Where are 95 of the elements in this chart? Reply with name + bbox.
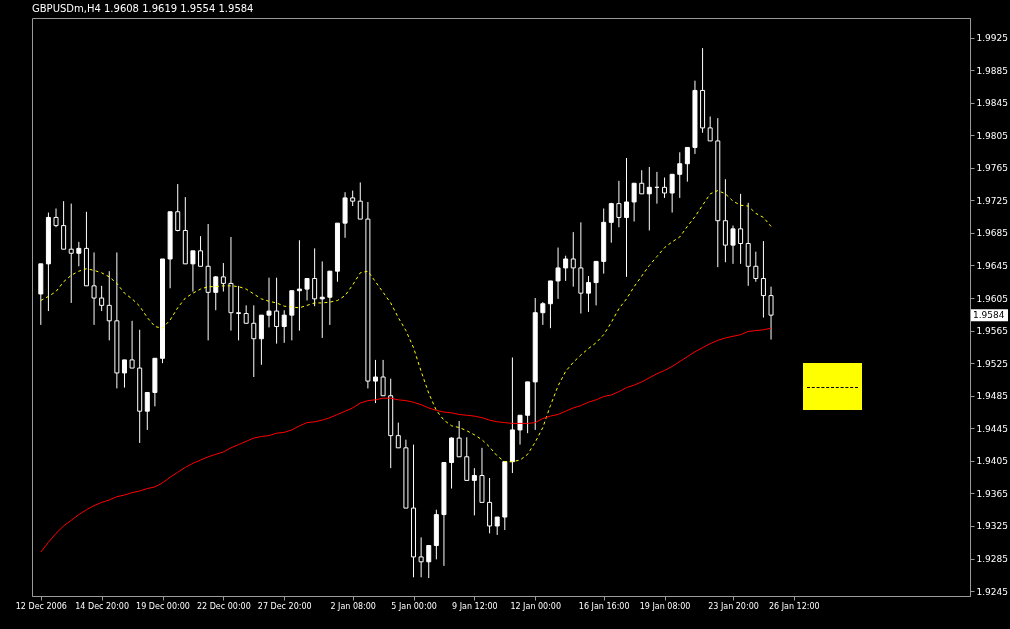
y-tick-label: 1.9685 bbox=[976, 228, 1008, 239]
y-tick-label: 1.9805 bbox=[976, 130, 1008, 141]
candlestick bbox=[129, 320, 135, 369]
candlestick bbox=[251, 304, 257, 378]
y-tick-label: 1.9445 bbox=[976, 423, 1008, 434]
candlestick bbox=[274, 277, 280, 345]
y-tick-label: 1.9885 bbox=[976, 65, 1008, 76]
candlestick bbox=[91, 251, 97, 326]
candlestick bbox=[662, 177, 668, 199]
candlestick bbox=[380, 359, 386, 397]
x-tick-label: 26 Jan 12:00 bbox=[769, 601, 820, 611]
x-tick-label: 19 Dec 00:00 bbox=[136, 601, 190, 611]
candlestick bbox=[730, 225, 736, 265]
y-tick-label: 1.9485 bbox=[976, 391, 1008, 402]
candlestick bbox=[99, 285, 105, 312]
candlestick bbox=[646, 166, 652, 231]
y-tick-label: 1.9765 bbox=[976, 163, 1008, 174]
candlestick bbox=[372, 359, 378, 404]
candlestick bbox=[198, 235, 204, 267]
y-tick-label: 1.9845 bbox=[976, 98, 1008, 109]
candlestick bbox=[76, 241, 82, 267]
candlestick bbox=[296, 239, 302, 332]
y-tick-label: 1.9605 bbox=[976, 293, 1008, 304]
candlestick bbox=[684, 146, 690, 183]
candlestick bbox=[175, 183, 181, 232]
y-tick-label: 1.9245 bbox=[976, 586, 1008, 597]
candlestick bbox=[738, 193, 744, 265]
y-tick-label: 1.9325 bbox=[976, 521, 1008, 532]
x-tick-label: 12 Jan 00:00 bbox=[510, 601, 562, 611]
candlestick bbox=[639, 169, 645, 195]
x-tick-label: 19 Jan 08:00 bbox=[639, 601, 691, 611]
candlestick bbox=[357, 181, 363, 220]
candlestick bbox=[593, 260, 599, 306]
candlestick bbox=[555, 247, 561, 300]
candlestick bbox=[471, 467, 477, 516]
x-tick-label: 22 Dec 00:00 bbox=[196, 601, 251, 611]
candlestick bbox=[53, 208, 59, 228]
candlestick bbox=[540, 301, 546, 326]
y-tick-label: 1.9645 bbox=[976, 260, 1008, 271]
candlestick bbox=[487, 477, 493, 534]
x-tick-label: 14 Dec 20:00 bbox=[75, 601, 130, 611]
y-tick-label: 1.9365 bbox=[976, 488, 1008, 499]
x-tick-label: 27 Dec 20:00 bbox=[257, 601, 312, 611]
candlestick bbox=[707, 116, 713, 142]
candlestick bbox=[426, 545, 432, 579]
candlestick bbox=[312, 247, 318, 307]
candlestick bbox=[631, 182, 637, 223]
candlestick bbox=[319, 260, 325, 339]
x-tick-label: 12 Dec 2006 bbox=[15, 601, 67, 611]
x-tick-label: 9 Jan 12:00 bbox=[452, 601, 498, 611]
candlestick bbox=[563, 255, 569, 282]
candlestick bbox=[236, 285, 242, 341]
candlestick bbox=[570, 231, 576, 288]
y-tick-label: 1.9925 bbox=[976, 33, 1008, 44]
candlestick bbox=[768, 286, 774, 341]
candlestick bbox=[220, 262, 226, 293]
candlestick bbox=[745, 202, 751, 287]
candlestick bbox=[669, 173, 675, 214]
candlestick bbox=[585, 275, 591, 313]
y-tick-label: 1.9725 bbox=[976, 195, 1008, 206]
line-series bbox=[40, 327, 772, 553]
candlestick bbox=[616, 180, 622, 228]
chart-title: GBPUSDm,H4 1.9608 1.9619 1.9554 1.9584 bbox=[32, 3, 254, 14]
candlestick bbox=[213, 275, 219, 311]
candlestick bbox=[190, 250, 196, 293]
y-tick-label: 1.9405 bbox=[976, 456, 1008, 467]
candlestick bbox=[418, 536, 424, 578]
candlestick bbox=[517, 414, 523, 446]
candlestick bbox=[258, 314, 264, 366]
candlestick bbox=[677, 151, 683, 199]
candlestick bbox=[456, 420, 462, 458]
candlestick bbox=[760, 240, 766, 319]
candlestick bbox=[144, 391, 150, 431]
candlestick bbox=[106, 270, 112, 341]
y-tick-label: 1.9285 bbox=[976, 554, 1008, 565]
line-series bbox=[40, 190, 772, 463]
candlestick bbox=[464, 436, 470, 481]
candlestick bbox=[304, 278, 310, 301]
candlestick bbox=[266, 277, 272, 328]
annotation: 1.9584 bbox=[973, 310, 1005, 321]
candlestick bbox=[547, 280, 553, 329]
x-tick-label: 23 Jan 20:00 bbox=[708, 601, 759, 611]
candlestick bbox=[624, 157, 630, 278]
candlestick bbox=[61, 200, 67, 250]
candlestick bbox=[68, 203, 74, 304]
y-tick-label: 1.9525 bbox=[976, 358, 1008, 369]
candlestick bbox=[121, 359, 127, 389]
candlestick bbox=[608, 202, 614, 244]
x-tick-label: 2 Jan 08:00 bbox=[330, 601, 376, 611]
candlestick bbox=[281, 309, 287, 344]
candlestick bbox=[753, 251, 759, 283]
x-tick-label: 5 Jan 00:00 bbox=[391, 601, 437, 611]
candlestick bbox=[395, 422, 401, 449]
y-tick-label: 1.9565 bbox=[976, 326, 1008, 337]
x-tick-label: 16 Jan 16:00 bbox=[578, 601, 630, 611]
